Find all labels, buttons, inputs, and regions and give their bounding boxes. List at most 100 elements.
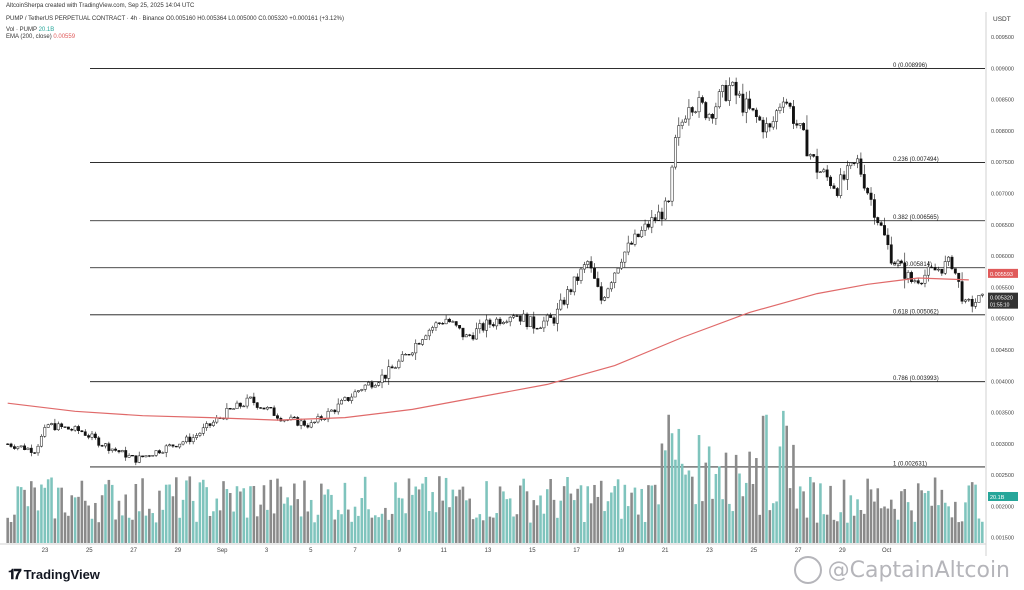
volume-bar [148, 508, 151, 543]
candle-body [586, 261, 590, 265]
fib-label: 1 (0.002631) [893, 461, 927, 467]
volume-bars [6, 410, 984, 543]
volume-bar [822, 514, 826, 543]
candle-body [225, 408, 229, 420]
volume-bar [717, 466, 721, 543]
candle-body [700, 97, 704, 103]
volume-bar [333, 519, 337, 543]
volume-bar [427, 510, 431, 543]
price-tick-label: 0.004500 [991, 348, 1014, 354]
volume-bar [498, 486, 502, 543]
volume-bar [313, 522, 316, 543]
candle-body [114, 448, 118, 451]
volume-bar [434, 512, 438, 543]
candle-body [896, 260, 900, 265]
volume-bar [937, 505, 940, 543]
volume-bar [127, 517, 131, 543]
candle-body [636, 233, 640, 238]
candle-body [950, 256, 954, 269]
volume-bar [336, 509, 340, 543]
candle-body [933, 267, 937, 271]
symbol-legend[interactable]: PUMP / TetherUS PERPETUAL CONTRACT · 4h … [6, 16, 344, 22]
volume-bar [343, 482, 347, 543]
tradingview-logo[interactable]: 𝟏𝟕 TradingView [8, 566, 100, 583]
candle-body [404, 353, 408, 356]
candle-body [542, 320, 546, 329]
volume-bar [141, 478, 144, 543]
date-tick-label: 19 [618, 548, 625, 554]
price-tick-label: 0.009500 [991, 35, 1014, 41]
price-tick-label: 0.009000 [991, 66, 1014, 72]
candle-body [147, 455, 151, 457]
volume-bar [724, 452, 728, 543]
volume-bar [960, 521, 964, 543]
volume-bar [252, 486, 256, 543]
volume-bar [185, 480, 188, 543]
volume-bar [974, 484, 977, 543]
volume-bar [792, 444, 795, 543]
candle-body [788, 102, 792, 107]
volume-bar [276, 478, 279, 543]
candle-body [508, 316, 512, 323]
candle-body [481, 323, 485, 331]
candle-body [154, 450, 158, 456]
candle-body [306, 425, 310, 428]
volume-bar [906, 502, 910, 543]
candle-body [83, 431, 87, 436]
candle-body [43, 427, 47, 437]
volume-bar [603, 511, 606, 543]
date-tick-label: 3 [265, 548, 269, 554]
candle-body [326, 410, 330, 420]
volume-bar [377, 517, 380, 543]
candle-body [808, 154, 812, 157]
candle-body [677, 125, 681, 138]
volume-bar [360, 498, 364, 543]
price-tick-label: 0.008500 [991, 98, 1014, 104]
candle-body [333, 409, 337, 413]
candle-body [387, 366, 391, 379]
volume-bar [121, 515, 124, 543]
volume-bar [370, 517, 374, 543]
volume-value: 20.1B [38, 27, 55, 33]
date-tick-label: 13 [485, 548, 492, 554]
price-axis: 0.009500 0.009000 0.008500 0.008000 0.007500… [991, 35, 1014, 542]
candle-body [899, 260, 903, 264]
volume-bar [232, 511, 235, 543]
volume-bar [394, 482, 397, 543]
ema-legend[interactable]: EMA (200, close) 0.00559 [6, 34, 75, 40]
candle-body [437, 322, 441, 324]
volume-bar [438, 476, 441, 543]
candle-body [397, 360, 401, 368]
volume-bar [94, 502, 97, 543]
candle-body [63, 426, 67, 428]
last-price-badge-timer: 01:55:10 [990, 303, 1010, 309]
candle-body [80, 430, 84, 432]
volume-bar [124, 494, 128, 543]
ema-value: 0.00559 [53, 34, 76, 40]
candle-body [178, 443, 182, 448]
volume-bar [181, 499, 185, 543]
volume-bar [353, 506, 357, 543]
volume-bar [151, 513, 154, 543]
candle-body [690, 107, 694, 113]
volume-bar [188, 476, 192, 543]
volume-bar [286, 497, 289, 543]
candle-body [350, 396, 354, 401]
volume-bar [417, 489, 421, 543]
volume-bar [981, 521, 984, 543]
volume-bar [269, 479, 273, 543]
volume-bar [913, 521, 917, 543]
candle-body [100, 445, 104, 447]
volume-bar [829, 485, 832, 543]
volume-bar [883, 506, 886, 543]
date-tick-label: 17 [573, 548, 580, 554]
candle-body [13, 446, 16, 449]
volume-legend[interactable]: Vol · PUMP 20.1B [6, 27, 54, 33]
volume-bar [522, 478, 525, 543]
candle-body [330, 409, 333, 412]
creator-caption: AltcoinSherpa created with TradingView.c… [6, 3, 195, 9]
candle-body [377, 382, 381, 386]
volume-bar [916, 483, 920, 543]
volume-bar [411, 494, 414, 543]
